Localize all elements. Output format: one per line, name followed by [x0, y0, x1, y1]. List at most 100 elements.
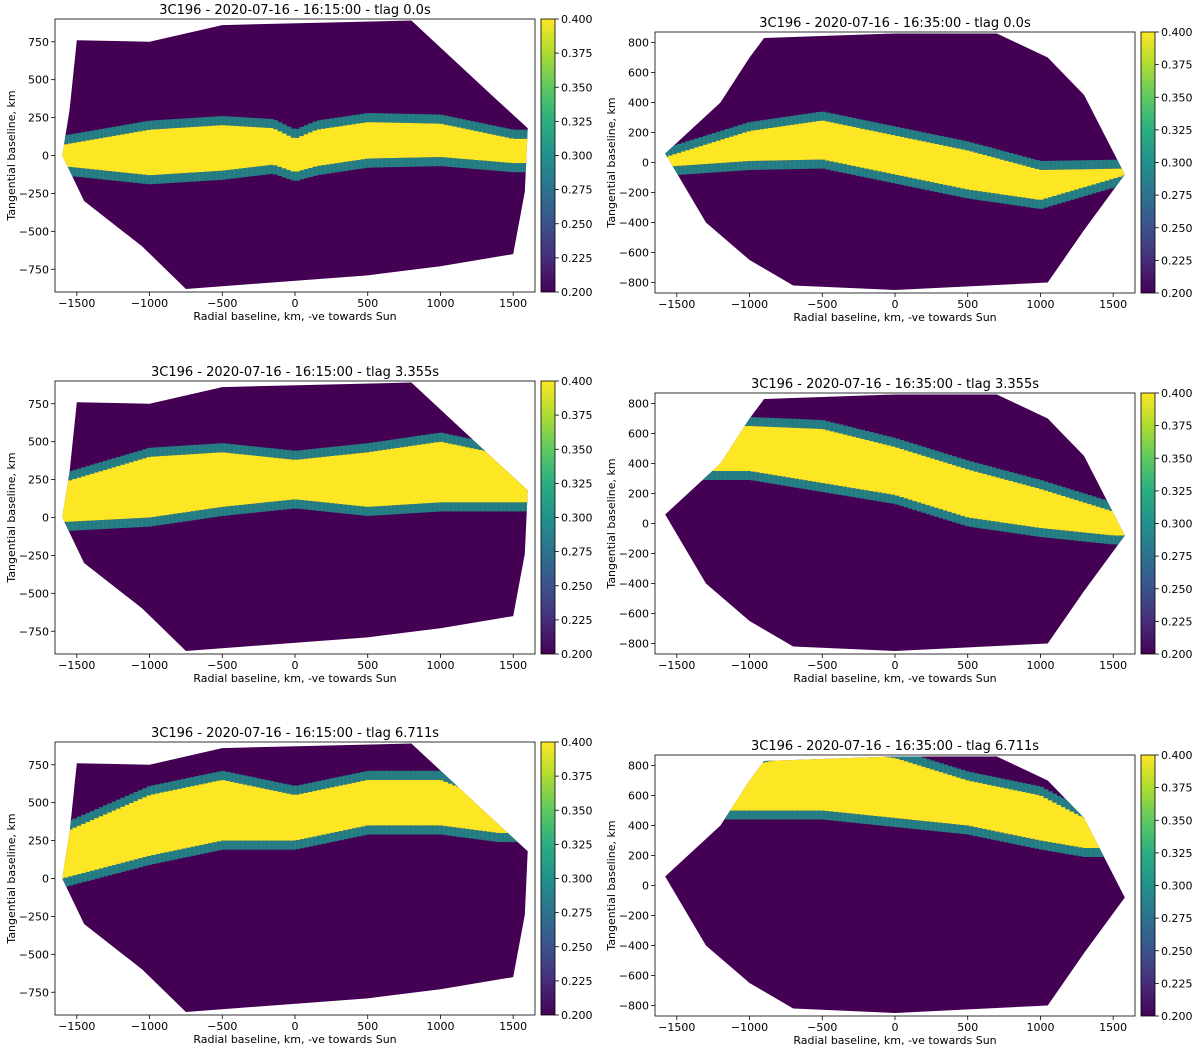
colorbar-tick-label: 0.200: [1161, 648, 1193, 661]
y-axis-label: Tangential baseline, km: [5, 90, 18, 221]
correlation-band: [62, 770, 528, 888]
y-tick-label: 500: [28, 436, 49, 449]
x-tick-label: 500: [357, 297, 378, 310]
x-tick-label: −1000: [131, 1020, 168, 1033]
x-tick-label: −1500: [58, 1020, 95, 1033]
y-tick-label: 0: [642, 880, 649, 893]
colorbar-tick-label: 0.200: [561, 648, 593, 661]
colorbar: [1140, 31, 1156, 294]
y-tick-label: 400: [628, 820, 649, 833]
x-tick-label: −1000: [131, 659, 168, 672]
x-tick-label: 1000: [426, 297, 454, 310]
y-tick-label: −750: [19, 986, 49, 999]
x-tick-label: −500: [807, 659, 837, 672]
y-axis-label: Tangential baseline, km: [5, 452, 18, 583]
x-tick-label: −500: [807, 1021, 837, 1034]
x-tick-label: 0: [292, 297, 299, 310]
colorbar: [1140, 754, 1156, 1017]
chart-title: 3C196 - 2020-07-16 - 16:15:00 - tlag 6.7…: [151, 726, 439, 741]
colorbar-tick-label: 0.400: [561, 736, 593, 749]
y-tick-label: −200: [619, 910, 649, 923]
chart-title: 3C196 - 2020-07-16 - 16:35:00 - tlag 3.3…: [751, 377, 1039, 392]
x-tick-label: 1000: [1026, 1021, 1054, 1034]
colorbar-tick-label: 0.225: [561, 975, 593, 988]
colorbar-tick-label: 0.350: [561, 804, 593, 817]
colorbar-tick-label: 0.350: [1161, 452, 1193, 465]
x-tick-label: 1000: [1026, 659, 1054, 672]
x-tick-label: 0: [892, 298, 899, 311]
colorbar-tick-label: 0.275: [1161, 550, 1193, 563]
colorbar-tick-label: 0.200: [561, 1009, 593, 1022]
colorbar-tick-label: 0.275: [561, 907, 593, 920]
x-tick-label: −1500: [658, 298, 695, 311]
y-tick-label: −200: [619, 548, 649, 561]
y-tick-label: 750: [28, 398, 49, 411]
x-tick-label: 1000: [426, 659, 454, 672]
colorbar-tick-label: 0.275: [1161, 912, 1193, 925]
y-tick-label: 0: [42, 512, 49, 525]
colorbar-tick-label: 0.325: [561, 838, 593, 851]
colorbar-tick-label: 0.225: [1161, 254, 1193, 267]
x-tick-label: 1500: [499, 297, 527, 310]
y-tick-label: −800: [619, 1000, 649, 1013]
heatmap-panel-5: −1500 −1000 −500 0 500 1000 1500 −750 −500 −250 0 2…: [5, 726, 593, 1046]
chart-title: 3C196 - 2020-07-16 - 16:35:00 - tlag 0.0…: [759, 16, 1031, 31]
colorbar-tick-label: 0.275: [1161, 189, 1193, 202]
colorbar-tick-label: 0.375: [561, 47, 593, 60]
y-tick-label: 600: [628, 790, 649, 803]
colorbar-tick-label: 0.350: [561, 443, 593, 456]
y-axis-label: Tangential baseline, km: [605, 97, 618, 228]
heatmap-panel-4: −1500 −1000 −500 0 500 1000 1500 −800 −600 −400 −2…: [605, 377, 1193, 685]
x-tick-label: −500: [207, 1020, 237, 1033]
chart-title: 3C196 - 2020-07-16 - 16:15:00 - tlag 3.3…: [151, 365, 439, 380]
x-axis-label: Radial baseline, km, -ve towards Sun: [193, 1033, 396, 1046]
heatmap-panel-3: −1500 −1000 −500 0 500 1000 1500 −750 −500 −250 0 2…: [5, 365, 593, 685]
chart-title: 3C196 - 2020-07-16 - 16:35:00 - tlag 6.7…: [751, 739, 1039, 754]
y-tick-label: −250: [19, 549, 49, 562]
colorbar-tick-label: 0.300: [1161, 880, 1193, 893]
colorbar-tick-label: 0.200: [561, 286, 593, 299]
colorbar-tick-label: 0.250: [561, 941, 593, 954]
y-tick-label: −250: [19, 187, 49, 200]
colorbar-tick-label: 0.250: [1161, 945, 1193, 958]
colorbar-tick-label: 0.250: [1161, 583, 1193, 596]
y-tick-label: −800: [619, 638, 649, 651]
colorbar-tick-label: 0.300: [561, 873, 593, 886]
y-tick-label: −400: [619, 217, 649, 230]
x-tick-label: 0: [292, 1020, 299, 1033]
y-tick-label: 500: [28, 74, 49, 87]
x-tick-label: −1000: [131, 297, 168, 310]
y-tick-label: 600: [628, 67, 649, 80]
x-tick-label: 0: [892, 1021, 899, 1034]
x-tick-label: −1500: [58, 297, 95, 310]
x-tick-label: 0: [292, 659, 299, 672]
y-tick-label: 200: [628, 850, 649, 863]
y-tick-label: −600: [619, 608, 649, 621]
x-tick-label: −1500: [58, 659, 95, 672]
heatmap-panel-1: −1500 −1000 −500 0 500 1000 1500 −750 −500 −250 0 2…: [5, 3, 593, 323]
coverage-region: [62, 743, 528, 1012]
y-tick-label: 0: [642, 518, 649, 531]
y-tick-label: 750: [28, 759, 49, 772]
x-tick-label: −1500: [658, 659, 695, 672]
y-tick-label: −400: [619, 940, 649, 953]
x-tick-label: 500: [957, 298, 978, 311]
x-tick-label: 1500: [499, 1020, 527, 1033]
y-tick-label: 250: [28, 474, 49, 487]
x-axis-label: Radial baseline, km, -ve towards Sun: [193, 672, 396, 685]
colorbar-tick-label: 0.375: [561, 409, 593, 422]
y-axis-label: Tangential baseline, km: [5, 813, 18, 944]
y-tick-label: 400: [628, 458, 649, 471]
y-tick-label: 0: [642, 157, 649, 170]
colorbar: [540, 380, 556, 655]
x-axis-label: Radial baseline, km, -ve towards Sun: [793, 1034, 996, 1047]
y-tick-label: −250: [19, 910, 49, 923]
colorbar-tick-label: 0.350: [561, 81, 593, 94]
colorbar-tick-label: 0.375: [1161, 782, 1193, 795]
y-tick-label: −500: [19, 225, 49, 238]
x-axis-label: Radial baseline, km, -ve towards Sun: [793, 311, 996, 324]
x-tick-label: 1500: [1099, 659, 1127, 672]
colorbar-tick-label: 0.200: [1161, 287, 1193, 300]
y-axis-label: Tangential baseline, km: [605, 458, 618, 589]
colorbar-tick-label: 0.325: [561, 477, 593, 490]
